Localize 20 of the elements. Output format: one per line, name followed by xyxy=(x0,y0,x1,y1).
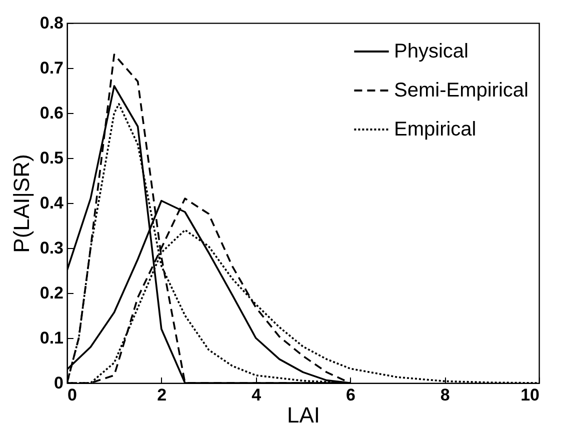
y-tick-label: 0.6 xyxy=(40,104,64,122)
y-tick-label: 0 xyxy=(54,374,64,392)
x-tick-label: 10 xyxy=(520,386,540,404)
y-tick-label: 0.3 xyxy=(40,238,64,258)
legend-label: Semi-Empirical xyxy=(394,80,528,102)
x-tick-label: 0 xyxy=(68,386,77,404)
y-tick-label: 0.7 xyxy=(40,58,64,78)
x-tick-label: 8 xyxy=(440,386,450,404)
y-tick-label: 0.5 xyxy=(40,148,64,168)
legend-label: Physical xyxy=(394,40,468,62)
y-tick-label: 0.2 xyxy=(40,284,64,302)
x-tick-label: 4 xyxy=(252,386,262,404)
y-tick-label: 0.4 xyxy=(40,194,64,212)
x-tick-label: 6 xyxy=(346,386,356,404)
y-tick-label: 0.1 xyxy=(40,328,64,348)
y-axis-title: P(LAI|SR) xyxy=(8,154,34,253)
x-tick-label: 2 xyxy=(157,386,167,404)
y-tick-label: 0.8 xyxy=(40,14,64,32)
legend-label: Empirical xyxy=(394,118,476,140)
x-axis-title: LAI xyxy=(286,402,320,428)
